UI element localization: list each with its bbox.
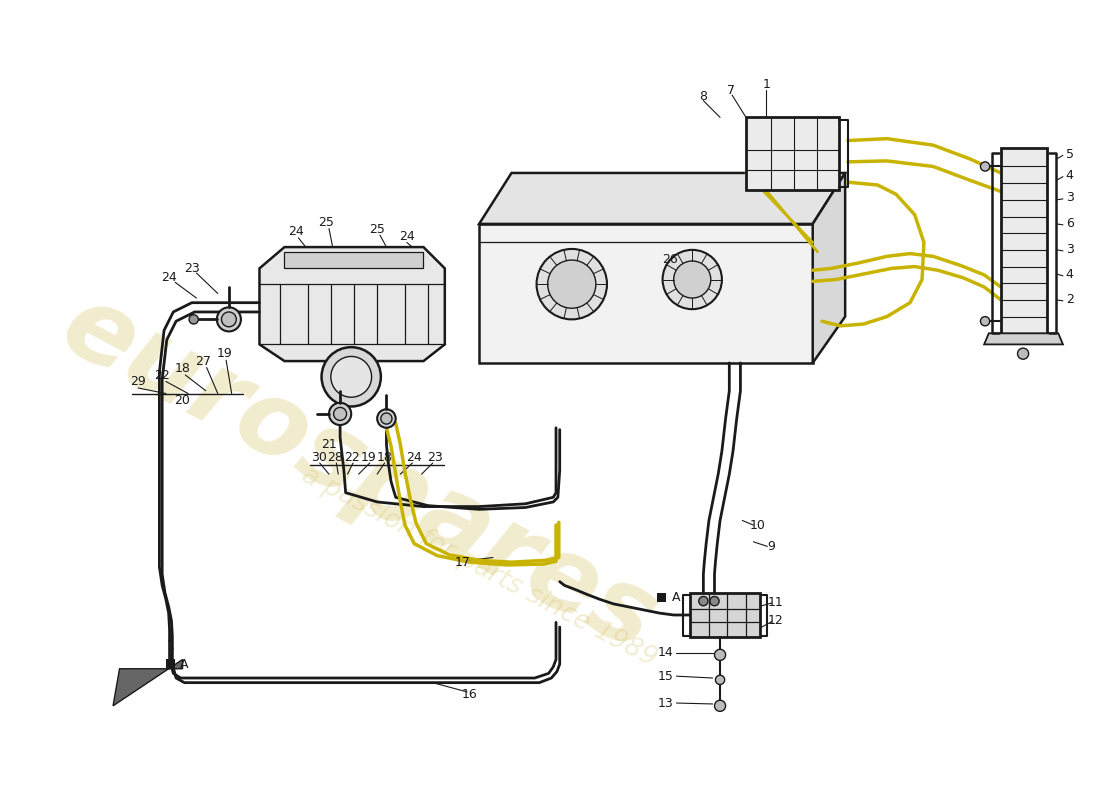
Polygon shape <box>813 173 845 363</box>
FancyBboxPatch shape <box>285 252 424 269</box>
Text: 27: 27 <box>195 354 211 367</box>
Text: 17: 17 <box>454 556 471 569</box>
Text: 7: 7 <box>727 84 735 97</box>
Circle shape <box>321 347 381 406</box>
Text: 8: 8 <box>700 90 707 102</box>
Circle shape <box>715 650 726 661</box>
Polygon shape <box>260 247 444 361</box>
Polygon shape <box>113 659 183 706</box>
Polygon shape <box>984 334 1063 344</box>
Text: 23: 23 <box>184 262 200 275</box>
Text: 20: 20 <box>175 394 190 406</box>
Text: 5: 5 <box>1066 148 1074 161</box>
FancyBboxPatch shape <box>691 593 760 638</box>
Text: 25: 25 <box>370 223 385 236</box>
Text: eurospares: eurospares <box>44 275 673 674</box>
Text: 29: 29 <box>130 375 146 388</box>
Text: 19: 19 <box>361 451 376 464</box>
Circle shape <box>662 250 722 309</box>
Text: 9: 9 <box>767 540 775 553</box>
Circle shape <box>189 314 198 324</box>
Text: 11: 11 <box>768 595 783 609</box>
Circle shape <box>715 675 725 685</box>
Circle shape <box>710 597 719 606</box>
Text: 16: 16 <box>462 688 477 701</box>
Circle shape <box>980 162 990 171</box>
Text: 4: 4 <box>1066 268 1074 282</box>
Text: 14: 14 <box>658 646 673 659</box>
Circle shape <box>537 249 607 319</box>
FancyBboxPatch shape <box>1001 148 1047 338</box>
Text: 2: 2 <box>1066 294 1074 306</box>
Text: 4: 4 <box>1066 170 1074 182</box>
Text: 21: 21 <box>321 438 337 451</box>
Text: 23: 23 <box>427 451 442 464</box>
Text: 1: 1 <box>762 78 770 91</box>
Circle shape <box>980 317 990 326</box>
Text: 28: 28 <box>328 451 343 464</box>
Polygon shape <box>480 173 845 224</box>
Circle shape <box>329 402 351 425</box>
Text: 18: 18 <box>175 362 190 375</box>
Text: 18: 18 <box>376 451 393 464</box>
Text: 12: 12 <box>768 614 783 627</box>
Bar <box>657 593 667 602</box>
Text: 25: 25 <box>318 215 334 229</box>
Text: 3: 3 <box>1066 191 1074 205</box>
Text: 24: 24 <box>288 225 304 238</box>
Text: 10: 10 <box>749 518 766 532</box>
Circle shape <box>331 357 372 398</box>
Text: 22: 22 <box>154 370 170 382</box>
Text: 13: 13 <box>658 697 673 710</box>
Text: a passion for parts since 1989: a passion for parts since 1989 <box>297 462 661 672</box>
Circle shape <box>1018 348 1028 359</box>
Text: 6: 6 <box>1066 218 1074 230</box>
Text: 22: 22 <box>344 451 360 464</box>
Text: 24: 24 <box>161 271 176 284</box>
Text: 24: 24 <box>399 230 415 243</box>
Circle shape <box>548 260 596 308</box>
Text: 15: 15 <box>658 670 673 682</box>
Circle shape <box>698 597 708 606</box>
Bar <box>166 659 175 669</box>
Text: A: A <box>179 658 188 670</box>
Circle shape <box>381 413 392 424</box>
Text: 26: 26 <box>662 253 678 266</box>
Text: 30: 30 <box>311 451 327 464</box>
FancyBboxPatch shape <box>746 118 838 190</box>
Circle shape <box>715 700 726 711</box>
Polygon shape <box>480 224 813 363</box>
Text: A: A <box>672 591 681 604</box>
Text: 24: 24 <box>406 451 422 464</box>
Text: 3: 3 <box>1066 243 1074 256</box>
Circle shape <box>333 407 346 420</box>
Circle shape <box>217 307 241 331</box>
Circle shape <box>221 312 236 326</box>
Circle shape <box>673 261 711 298</box>
Circle shape <box>377 410 396 428</box>
Text: 19: 19 <box>217 347 232 360</box>
